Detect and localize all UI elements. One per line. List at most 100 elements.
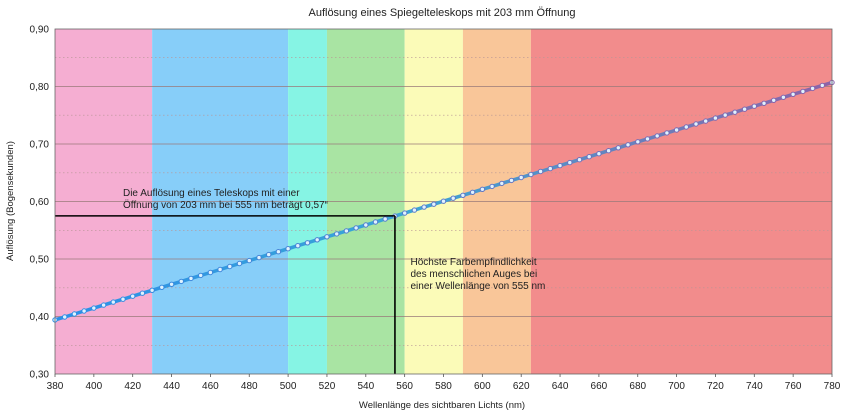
y-tick-label: 0,50 (30, 255, 50, 266)
x-tick-label: 680 (629, 381, 646, 392)
x-tick-label: 780 (824, 381, 841, 392)
data-point (586, 154, 592, 160)
data-point (100, 302, 107, 308)
x-tick-label: 440 (163, 381, 180, 392)
data-point (712, 115, 719, 121)
data-point (421, 204, 427, 210)
data-point (168, 281, 175, 287)
annotations: Die Auflösung eines Teleskops mit einer Ö… (123, 188, 545, 292)
data-point (207, 269, 214, 276)
data-point (547, 165, 553, 172)
data-point (537, 168, 544, 175)
x-tick-label: 400 (86, 381, 103, 392)
data-point (217, 266, 223, 273)
x-tick-label: 760 (785, 381, 802, 392)
data-point (479, 186, 486, 193)
grid-lines (55, 57, 832, 346)
annotation-resolution: Die Auflösung eines Teleskops mit einer Ö… (123, 188, 328, 211)
x-tick-label: 660 (591, 381, 608, 392)
data-point (275, 249, 282, 255)
data-point (304, 240, 311, 246)
data-point (372, 219, 379, 225)
x-tick-label: 580 (435, 381, 452, 392)
x-tick-label: 740 (746, 381, 763, 392)
data-point (314, 237, 320, 243)
data-point (81, 308, 87, 314)
data-point (780, 94, 787, 101)
data-point (596, 151, 602, 157)
data-point (703, 118, 709, 124)
data-point (431, 201, 437, 207)
x-tick-label: 520 (319, 381, 336, 392)
data-point (61, 314, 68, 320)
data-point (440, 198, 447, 204)
x-tick-label: 500 (280, 381, 297, 392)
x-tick-label: 560 (396, 381, 413, 392)
marker-lines (55, 215, 396, 374)
x-tick-label: 540 (357, 381, 374, 392)
data-point (557, 162, 563, 169)
data-point (353, 225, 359, 231)
data-point (120, 296, 126, 302)
x-tick-label: 640 (552, 381, 569, 392)
data-point (91, 305, 97, 311)
data-point (693, 121, 699, 127)
data-point (324, 234, 330, 240)
data-point (411, 207, 418, 213)
data-point (227, 263, 233, 270)
data-point (644, 136, 651, 142)
data-point (732, 109, 738, 115)
data-point (295, 243, 301, 249)
y-axis-ticks: 0,30 0,40 0,50 0,60 0,70 0,80 0,90 (30, 25, 50, 381)
data-point (159, 284, 165, 290)
data-point (450, 195, 456, 201)
x-tick-label: 460 (202, 381, 219, 392)
x-tick-label: 700 (668, 381, 685, 392)
data-point (664, 130, 670, 136)
x-tick-label: 480 (241, 381, 258, 392)
data-point (508, 177, 515, 184)
chart-title: Auflösung eines Spiegelteleskops mit 203… (308, 7, 575, 19)
y-tick-label: 0,40 (30, 312, 50, 323)
data-point (605, 148, 612, 154)
y-tick-label: 0,60 (30, 197, 50, 208)
data-point (761, 100, 767, 107)
y-tick-label: 0,70 (30, 140, 50, 151)
x-tick-label: 720 (707, 381, 724, 392)
y-tick-label: 0,30 (30, 370, 50, 381)
x-tick-label: 620 (513, 381, 530, 392)
data-point (673, 127, 680, 133)
data-point (110, 299, 117, 305)
data-point (654, 133, 660, 139)
x-tick-label: 600 (474, 381, 491, 392)
data-point (266, 251, 272, 258)
data-point (334, 231, 340, 237)
data-point (635, 139, 641, 145)
data-point (809, 85, 816, 92)
data-point (363, 222, 369, 228)
data-point (722, 112, 728, 118)
data-point (130, 293, 136, 299)
data-point (751, 103, 757, 109)
y-tick-label: 0,80 (30, 82, 50, 93)
data-point (285, 246, 291, 252)
data-point (460, 192, 466, 199)
data-point (819, 82, 825, 89)
data-point (343, 228, 350, 234)
data-point (741, 106, 748, 112)
data-point (382, 216, 388, 222)
data-point (402, 210, 408, 216)
data-point (567, 159, 573, 166)
data-point (149, 287, 155, 293)
data-point (528, 171, 534, 178)
data-point (683, 124, 689, 130)
data-point (469, 189, 476, 196)
x-axis-ticks: 380 400 420 440 460 480 500 520 540 560 580 600 620 6… (47, 374, 841, 392)
data-point (188, 275, 194, 282)
data-point (499, 180, 505, 187)
data-point (790, 91, 796, 98)
x-axis-label: Wellenlänge des sichtbaren Lichts (nm) (359, 400, 525, 411)
x-tick-label: 420 (124, 381, 141, 392)
data-point (178, 278, 185, 285)
